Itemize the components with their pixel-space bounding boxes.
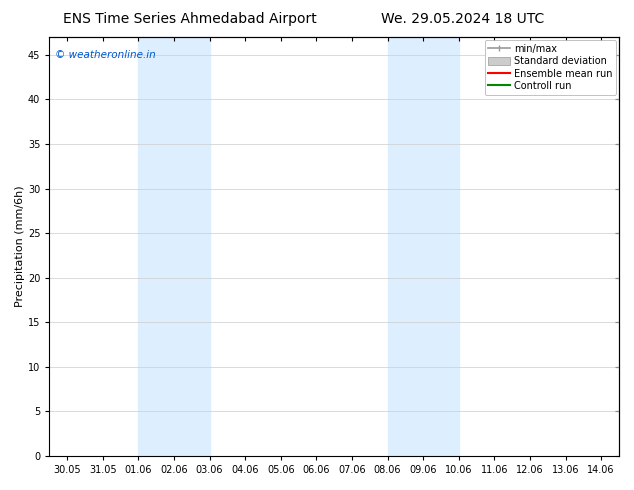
Y-axis label: Precipitation (mm/6h): Precipitation (mm/6h): [15, 186, 25, 307]
Text: © weatheronline.in: © weatheronline.in: [55, 49, 156, 60]
Bar: [387, 37, 459, 456]
Bar: [138, 37, 209, 456]
Legend: min/max, Standard deviation, Ensemble mean run, Controll run: min/max, Standard deviation, Ensemble me…: [484, 40, 616, 95]
Text: ENS Time Series Ahmedabad Airport: ENS Time Series Ahmedabad Airport: [63, 12, 317, 26]
Text: We. 29.05.2024 18 UTC: We. 29.05.2024 18 UTC: [381, 12, 545, 26]
